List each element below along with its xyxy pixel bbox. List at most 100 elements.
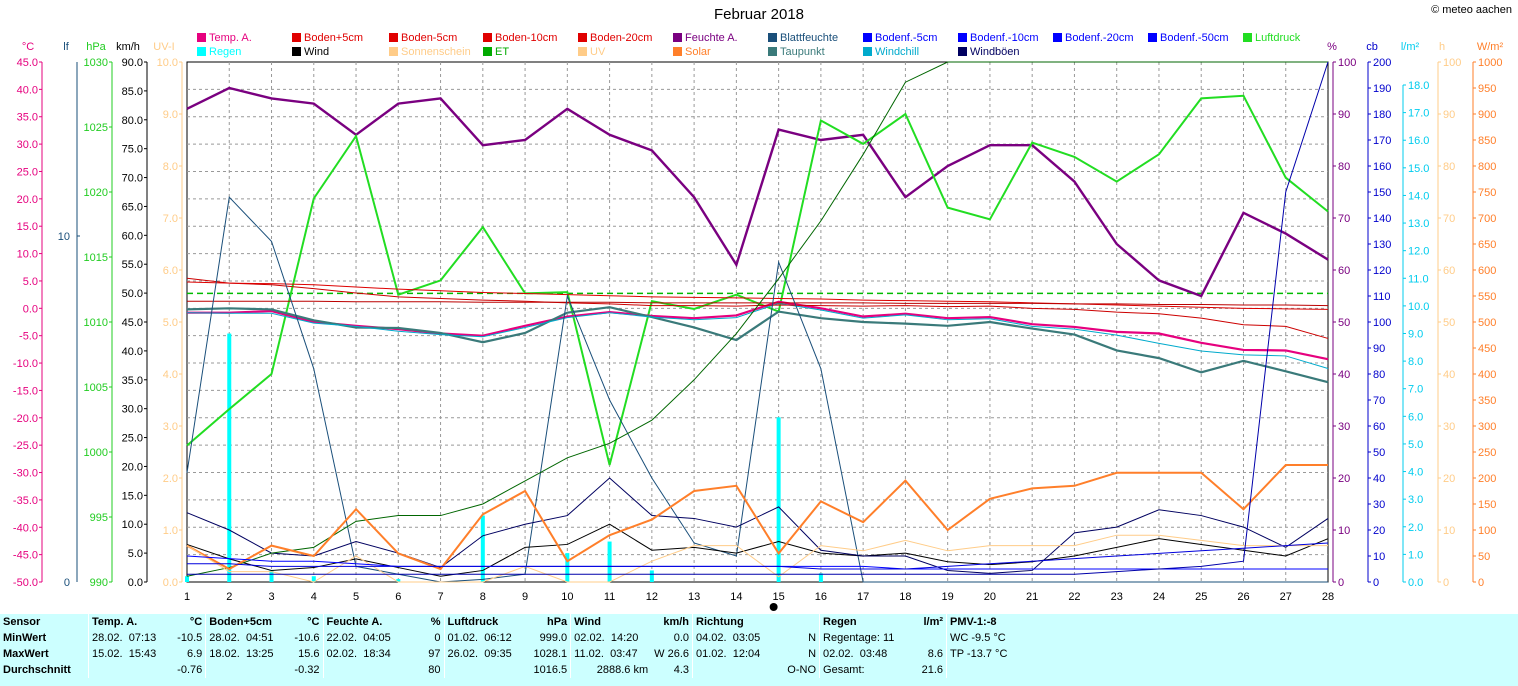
wm2-tick-label: 200 [1478,473,1496,485]
rain-bar [607,541,612,582]
legend-label: Regen [209,46,242,58]
wm2-tick-label: 50 [1478,551,1490,563]
pct-tick-label: 70 [1338,213,1350,225]
series-line-sonnenschein [186,534,1328,583]
x-tick-label: 13 [688,591,700,603]
cell: 02.02. 03:48 [819,646,911,662]
legend-swatch [1243,33,1252,42]
temp-tick-label: 10.0 [17,249,38,261]
legend-label: Bodenf.-20cm [1065,32,1134,44]
uv-tick-label: 8.0 [163,161,178,173]
cb-tick-label: 50 [1373,447,1385,459]
h-tick-label: 100 [1443,57,1461,69]
x-tick-label: 27 [1280,591,1292,603]
wm2-tick-label: 950 [1478,83,1496,95]
legend-label: Boden-5cm [401,32,458,44]
cell: 15.6 [298,648,320,660]
cb-tick-label: 170 [1373,135,1391,147]
series-line-boden-10cm [187,300,1329,307]
header-luftdruck: Luftdruck [443,614,531,630]
legend-item: UV [578,46,605,58]
temp-tick-label: -45.0 [13,550,38,562]
h-tick-label: 30 [1443,421,1455,433]
kmh-tick-label: 45.0 [122,317,143,329]
temp-tick-label: 20.0 [17,194,38,206]
legend-label: Luftdruck [1255,32,1301,44]
wm2-tick-label: 800 [1478,161,1496,173]
axis-unit-label: UV-I [153,41,174,53]
lm2-tick-label: 10.0 [1408,301,1429,313]
uv-tick-label: 1.0 [163,525,178,537]
legend-label: Boden+5cm [304,32,364,44]
axis-unit-label: km/h [116,41,140,53]
wm2-tick-label: 450 [1478,343,1496,355]
rain-bar [480,515,485,582]
cell: 26.02. 09:35 [443,646,531,662]
kmh-tick-label: 20.0 [122,461,143,473]
x-tick-label: 7 [437,591,443,603]
cell: Regentage: 11 [819,630,911,646]
pct-tick-label: 50 [1338,317,1350,329]
cell: 18.02. 13:25 [205,646,277,662]
x-tick-label: 16 [815,591,827,603]
x-tick-label: 20 [984,591,996,603]
legend-swatch [483,47,492,56]
h-tick-label: 10 [1443,525,1455,537]
wm2-tick-label: 850 [1478,135,1496,147]
legend-label: Windchill [875,46,920,58]
cell: -10.5 [177,632,203,644]
legend-swatch [197,47,206,56]
wm2-tick-label: 900 [1478,109,1496,121]
temp-tick-label: -20.0 [13,413,38,425]
pct-tick-label: 20 [1338,473,1350,485]
uv-tick-label: 5.0 [163,317,178,329]
pct-tick-label: 90 [1338,109,1350,121]
legend-item: Solar [673,46,711,58]
wm2-tick-label: 250 [1478,447,1496,459]
kmh-tick-label: 50.0 [122,288,143,300]
legend-label: Sonnenschein [401,46,471,58]
lm2-tick-label: 8.0 [1408,356,1423,368]
cb-tick-label: 160 [1373,161,1391,173]
cell: 4.3 [673,664,690,676]
kmh-tick-label: 30.0 [122,404,143,416]
series-line-wind [186,523,1329,577]
series-line-solar [186,464,1328,571]
legend-swatch [768,33,777,42]
lm2-tick-label: 15.0 [1408,163,1429,175]
lm2-tick-label: 17.0 [1408,108,1429,120]
cell: 80 [428,664,441,676]
cell: 15.02. 15:43 [88,646,160,662]
cell: O-NO [787,664,817,676]
legend-item: Boden+5cm [292,32,363,44]
temp-tick-label: -30.0 [13,468,38,480]
temp-tick-label: -10.0 [13,358,38,370]
pct-tick-label: 100 [1338,57,1356,69]
kmh-tick-label: 85.0 [122,86,143,98]
row-label: Durchschnitt [3,664,71,676]
cell: 02.02. 18:34 [322,646,410,662]
rain-bar [396,579,401,582]
legend-label: Windböen [970,46,1020,58]
cb-tick-label: 150 [1373,187,1391,199]
series-line-windb-en [186,477,1329,574]
wm2-tick-label: 100 [1478,525,1496,537]
wm2-tick-label: 500 [1478,317,1496,329]
temp-tick-label: -50.0 [13,577,38,589]
legend-swatch [483,33,492,42]
x-tick-label: 17 [857,591,869,603]
cell: 6.9 [186,648,203,660]
x-tick-label: 19 [942,591,954,603]
lm2-tick-label: 6.0 [1408,411,1423,423]
legend-item: Bodenf.-20cm [1053,32,1133,44]
x-tick-label: 21 [1026,591,1038,603]
header-pmv: PMV-1:-8 [946,614,1044,630]
lm2-tick-label: 1.0 [1408,549,1423,561]
legend-item: Boden-10cm [483,32,557,44]
wm2-tick-label: 700 [1478,213,1496,225]
temp-tick-label: -35.0 [13,495,38,507]
uv-tick-label: 6.0 [163,265,178,277]
legend-swatch [389,33,398,42]
legend-swatch [958,33,967,42]
legend-swatch [389,47,398,56]
